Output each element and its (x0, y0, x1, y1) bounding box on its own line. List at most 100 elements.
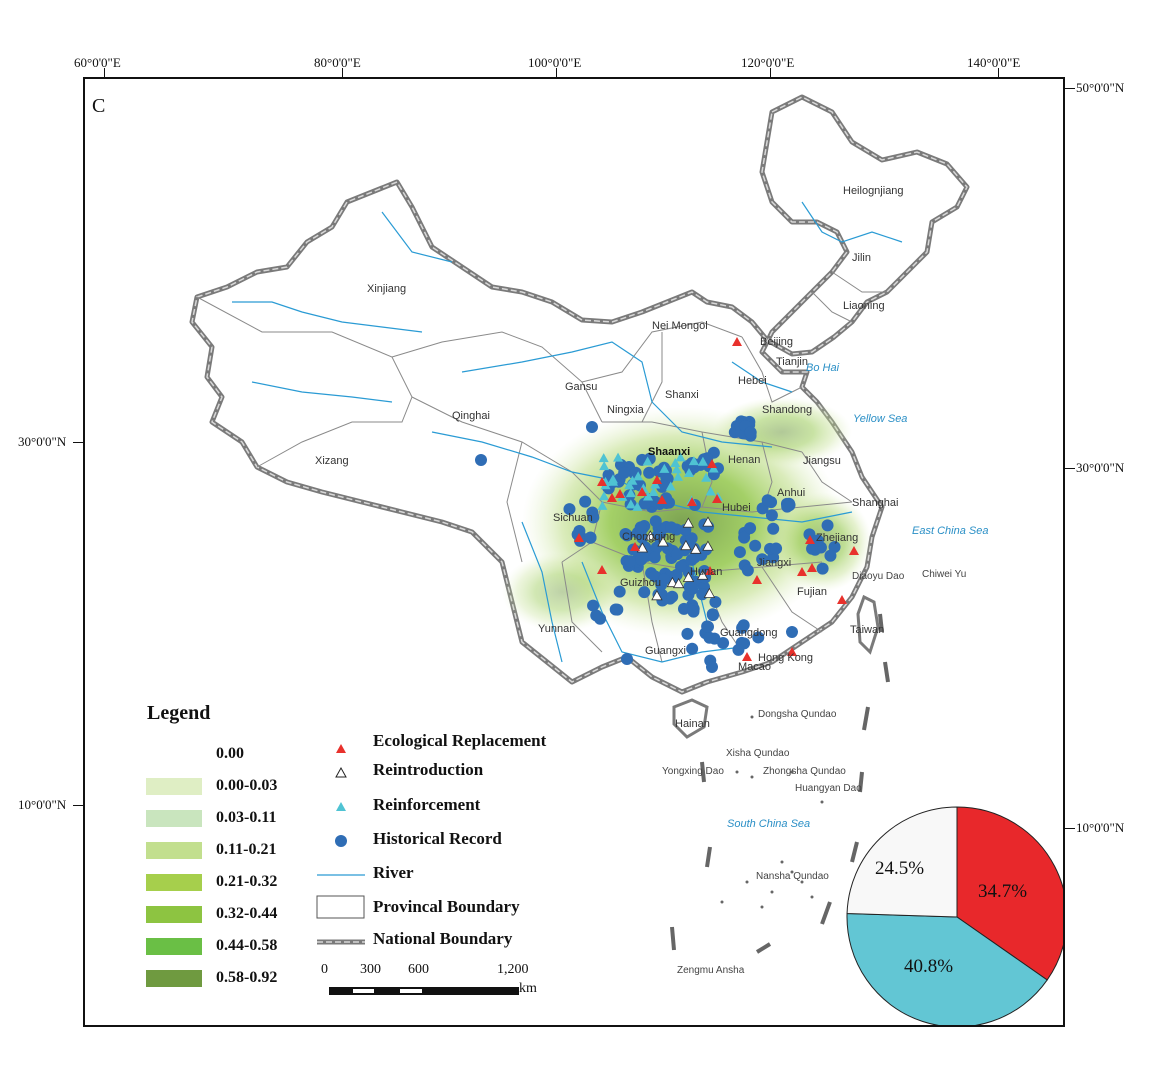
legend-class-label: 0.58-0.92 (216, 969, 278, 986)
reintroduction-point (682, 571, 695, 582)
historical-record-point (657, 573, 670, 586)
historical-record-point (677, 602, 690, 615)
legend-label-river: River (373, 863, 414, 882)
historical-record-point (824, 549, 837, 562)
historical-record-point (634, 521, 647, 534)
reinforcement-point (648, 487, 659, 497)
reintroduction-point (702, 540, 714, 551)
ecological-replacement-point (652, 475, 662, 484)
reinforcement-point (642, 456, 653, 466)
legend-swatch (146, 841, 202, 859)
reintroduction-point (702, 516, 714, 527)
island-label: Diaoyu Dao (852, 571, 905, 582)
reinforcement-point (659, 463, 670, 473)
ecological-replacement-point (849, 546, 859, 555)
reinforcement-point (633, 471, 644, 481)
province-label: Sichuan (553, 512, 593, 524)
province-label: Gansu (565, 381, 598, 393)
province-label: Shaanxi (648, 446, 691, 458)
reinforcement-point (673, 471, 684, 481)
province-label: Hebei (738, 375, 767, 387)
province-label: Hunan (690, 566, 723, 578)
historical-record-point (744, 522, 757, 535)
legend-class-label: 0.11-0.21 (216, 841, 277, 858)
sea-label: South China Sea (727, 818, 811, 830)
reinforcement-point (701, 472, 712, 482)
ecological-replacement-point (687, 497, 697, 506)
reintroduction-point (680, 539, 692, 551)
historical-record-point (701, 620, 714, 633)
historical-record-point (624, 555, 637, 568)
province-label: Chongqing (622, 531, 676, 543)
tick-right-50 (1065, 88, 1075, 89)
map-canvas (189, 94, 1063, 1025)
historical-record-point (563, 503, 576, 516)
ecological-replacement-point (797, 567, 807, 576)
sea-label: Yellow Sea (853, 413, 908, 425)
lon-label-60: 60°0'0"E (74, 55, 121, 70)
scale-label-600: 600 (408, 962, 429, 977)
historical-record-point (786, 626, 798, 638)
lat-label-right-10: 10°0'0"N (1076, 820, 1125, 835)
historical-record-point (687, 605, 700, 618)
historical-record-point (665, 521, 678, 534)
island-dots (720, 715, 824, 909)
province-label: Tianjin (776, 356, 808, 368)
legend-class-label: 0.00-0.03 (216, 777, 278, 794)
reinforcement-point (599, 461, 610, 471)
province-label: Taiwan (850, 624, 885, 636)
historical-record-point (648, 551, 661, 564)
reintroduction-point (690, 543, 702, 554)
ecological-replacement-point (597, 477, 607, 486)
historical-record-point (619, 528, 632, 541)
map-frame: C (83, 77, 1065, 1027)
historical-record-point (686, 582, 699, 595)
island-label: Dongsha Qundao (758, 709, 837, 720)
province-label: Qinghai (452, 410, 490, 422)
legend-label-ecological: Ecological Replacement (373, 731, 547, 750)
scale-unit: km (519, 981, 537, 996)
ecological-replacement-point (630, 542, 640, 551)
reinforcement-point (627, 475, 638, 485)
historical-record-point (636, 531, 649, 544)
reinforcement-point (624, 480, 635, 490)
reinforcement-point (683, 467, 694, 477)
historical-record-point (579, 495, 592, 508)
reinforcement-point (599, 491, 610, 501)
historical-record-point (670, 568, 683, 581)
historical-record-point (685, 532, 698, 545)
historical-record-point (613, 585, 626, 598)
legend-label-reintroduction: Reintroduction (373, 760, 484, 779)
nine-dash-line (670, 613, 890, 954)
province-label: Nei Mongol (652, 320, 708, 332)
historical-record-point (767, 522, 780, 535)
historical-record-point (816, 562, 829, 575)
legend-class-6: 0.44-0.58 (146, 937, 277, 955)
legend-sym-ecological (336, 744, 346, 753)
reinforcement-point (598, 453, 609, 463)
reinforcement-point (613, 452, 624, 462)
reinforcement-point (608, 476, 619, 486)
legend-swatch (146, 905, 202, 923)
province-label: Hong Kong (758, 652, 814, 664)
ecological-replacement-point (707, 459, 717, 468)
legend-sym-reintroduction (335, 766, 347, 778)
pie-label-reinforcement: 40.8% (904, 956, 954, 977)
province-label: Shanxi (665, 389, 699, 401)
legend-swatch (146, 809, 202, 827)
reintroduction-point (672, 577, 685, 589)
sea-label: Bo Hai (806, 362, 840, 374)
pie-slice-reinforcement (846, 913, 1048, 1025)
scale-label-300: 300 (360, 962, 381, 977)
historical-record-point (649, 515, 662, 528)
ecological-replacement-point (705, 566, 715, 575)
tick-top-100 (556, 68, 557, 78)
ecological-replacement-point (742, 652, 752, 661)
occurrence-points (475, 337, 859, 673)
ecological-replacement-point (615, 489, 625, 498)
ecological-replacement-point (752, 575, 762, 584)
legend-swatch (146, 745, 202, 763)
reinforcement-point (697, 456, 708, 466)
province-label: Heilognjiang (843, 185, 904, 197)
province-label: Liaoning (843, 300, 885, 312)
